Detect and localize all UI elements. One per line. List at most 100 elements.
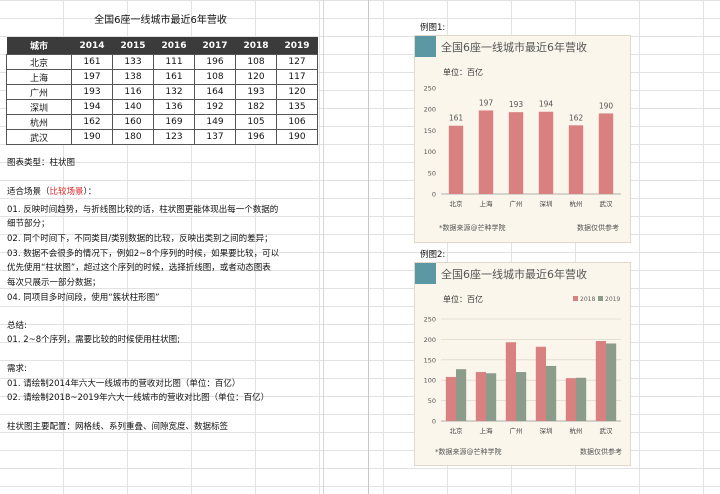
data-label: 193 — [509, 100, 524, 109]
table-cell[interactable]: 武汉 — [6, 129, 72, 145]
table-cell[interactable]: 106 — [276, 114, 318, 130]
table-cell[interactable]: 北京 — [6, 54, 72, 70]
table-cell[interactable]: 123 — [153, 129, 195, 145]
table-cell[interactable]: 161 — [71, 54, 113, 70]
data-label: 194 — [539, 100, 554, 109]
note-line-3b: 优先使用“柱状图”，超过这个序列的时候，选择折线图，或者动态图表 — [7, 263, 271, 273]
requirement-1: 01. 请绘制2014年六大一线城市的营收对比图（单位：百亿） — [7, 379, 241, 389]
bar — [568, 125, 584, 194]
table-cell[interactable]: 上海 — [6, 69, 72, 85]
bar — [606, 343, 617, 421]
example1-label: 例图1: — [420, 23, 446, 33]
note-line-1b: 细节部分； — [7, 219, 50, 229]
scene-heading: 适合场景（比较场景）： — [7, 186, 96, 199]
title-accent — [415, 263, 436, 284]
column-divider — [323, 0, 324, 494]
example2-label: 例图2: — [420, 250, 446, 260]
y-tick-label: 250 — [424, 85, 436, 93]
table-cell[interactable]: 182 — [235, 99, 277, 115]
x-tick-label: 武汉 — [600, 426, 614, 435]
table-cell[interactable]: 196 — [194, 54, 236, 70]
x-tick-label: 深圳 — [540, 426, 553, 435]
table-cell[interactable]: 深圳 — [6, 99, 72, 115]
bar — [448, 125, 464, 194]
legend-label: 2019 — [605, 296, 620, 303]
example1-disclaimer: 数据仅供参考 — [577, 224, 619, 232]
x-tick-label: 杭州 — [570, 199, 583, 208]
x-tick-label: 上海 — [480, 199, 494, 208]
example1-unit: 单位：百亿 — [443, 68, 483, 77]
table-cell[interactable]: 117 — [276, 69, 318, 85]
y-tick-label: 200 — [424, 106, 436, 114]
table-cell[interactable]: 127 — [276, 54, 318, 70]
table-cell[interactable]: 164 — [194, 84, 236, 100]
table-row: 杭州 162 160 169 149 105 106 — [6, 114, 318, 130]
table-cell[interactable]: 108 — [194, 69, 236, 85]
table-cell[interactable]: 149 — [194, 114, 236, 130]
bar — [546, 365, 557, 421]
requirement-title: 需求: — [7, 364, 27, 374]
table-cell[interactable]: 161 — [153, 69, 195, 85]
bar — [456, 369, 467, 421]
note-line-3c: 每次只展示一部分数据； — [7, 278, 101, 288]
table-cell[interactable]: 169 — [153, 114, 195, 130]
table-cell[interactable]: 111 — [153, 54, 195, 70]
table-cell[interactable]: 116 — [112, 84, 154, 100]
table-cell[interactable]: 120 — [235, 69, 277, 85]
table-body: 北京 161 133 111 196 108 127 上海 197 138 161 108 120 117… — [6, 54, 318, 145]
table-cell[interactable]: 136 — [153, 99, 195, 115]
summary-line: 01. 2~8个序列，需要比较的时候使用柱状图; — [7, 335, 181, 345]
chart-type-text: 图表类型：柱状图 — [7, 158, 76, 168]
table-cell[interactable]: 137 — [194, 129, 236, 145]
example1-svg: 0 50 100 150 200 250 北京 上海 广州 深圳 杭州 武汉 161 197 193 194 1… — [424, 85, 621, 208]
table-cell[interactable]: 160 — [112, 114, 154, 130]
table-cell[interactable]: 140 — [112, 99, 154, 115]
bar — [535, 346, 546, 421]
y-tick-label: 0 — [432, 191, 436, 199]
table-cell[interactable]: 广州 — [6, 84, 72, 100]
table-cell[interactable]: 193 — [235, 84, 277, 100]
table-cell[interactable]: 135 — [276, 99, 318, 115]
table-cell[interactable]: 120 — [276, 84, 318, 100]
table-cell[interactable]: 105 — [235, 114, 277, 130]
x-tick-label: 广州 — [510, 426, 523, 435]
y-tick-label: 250 — [424, 316, 436, 324]
bar — [595, 341, 606, 421]
table-cell[interactable]: 193 — [71, 84, 113, 100]
table-cell[interactable]: 194 — [71, 99, 113, 115]
data-label: 197 — [479, 98, 494, 107]
table-cell[interactable]: 192 — [194, 99, 236, 115]
revenue-table: 城市 2014 2015 2016 2017 2018 2019 北京 161 133 111 19… — [6, 37, 318, 145]
note-line-3: 03. 数据不会很多的情况下，例如2~8个序列的时候，如果要比较，可以 — [7, 249, 280, 259]
table-cell[interactable]: 杭州 — [6, 114, 72, 130]
x-tick-label: 深圳 — [540, 199, 553, 208]
x-tick-label: 北京 — [450, 199, 464, 208]
bar — [505, 342, 516, 421]
scene-highlight: 比较场景 — [49, 187, 84, 197]
data-label: 161 — [449, 114, 464, 123]
table-cell[interactable]: 162 — [71, 114, 113, 130]
example1-chart[interactable]: 全国6座一线城市最近6年营收 单位：百亿 0 50 100 150 200 250 北京 上海… — [414, 35, 631, 243]
bar — [565, 378, 576, 421]
x-tick-label: 武汉 — [600, 199, 614, 208]
table-cell[interactable]: 190 — [276, 129, 318, 145]
table-cell[interactable]: 196 — [235, 129, 277, 145]
example2-title: 全国6座一线城市最近6年营收 — [441, 268, 587, 281]
legend-label: 2018 — [580, 296, 595, 303]
table-cell[interactable]: 190 — [71, 129, 113, 145]
table-cell[interactable]: 108 — [235, 54, 277, 70]
note-line-2: 02. 同个时间下，不同类目/类别数据的比较，反映出类别之间的差异； — [7, 234, 273, 244]
x-tick-label: 上海 — [480, 426, 494, 435]
example2-chart[interactable]: 全国6座一线城市最近6年营收 单位：百亿 0 50 100 150 200 250 北京 上海… — [414, 262, 631, 466]
table-cell[interactable]: 132 — [153, 84, 195, 100]
bar — [445, 376, 456, 421]
table-cell[interactable]: 138 — [112, 69, 154, 85]
data-label: 162 — [569, 113, 584, 122]
y-tick-label: 150 — [424, 356, 436, 364]
table-cell[interactable]: 133 — [112, 54, 154, 70]
table-cell[interactable]: 197 — [71, 69, 113, 85]
scene-suffix: ）： — [83, 187, 97, 197]
table-header-cell: 2018 — [235, 37, 277, 55]
table-cell[interactable]: 180 — [112, 129, 154, 145]
y-tick-label: 100 — [424, 148, 436, 156]
